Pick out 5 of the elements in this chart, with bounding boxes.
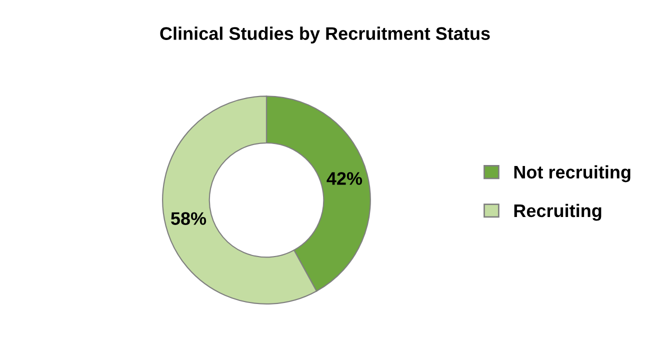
legend-label: Recruiting — [514, 204, 602, 221]
data-label: 58% — [171, 212, 206, 225]
data-label: 42% — [326, 172, 362, 185]
legend-label: Not recruiting — [514, 165, 630, 182]
chart-title: Clinical Studies by Recruitment Status — [160, 26, 490, 44]
